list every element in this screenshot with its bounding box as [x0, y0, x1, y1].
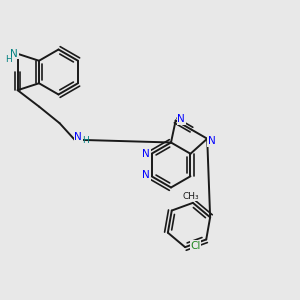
- Text: N: N: [142, 170, 150, 180]
- Text: H: H: [5, 55, 12, 64]
- Text: N: N: [142, 149, 150, 159]
- Text: N: N: [74, 132, 82, 142]
- Text: N: N: [177, 114, 185, 124]
- Text: Cl: Cl: [190, 241, 201, 251]
- Text: N: N: [208, 136, 216, 146]
- Text: H: H: [82, 136, 88, 146]
- Text: CH₃: CH₃: [182, 192, 199, 201]
- Text: N: N: [10, 49, 18, 59]
